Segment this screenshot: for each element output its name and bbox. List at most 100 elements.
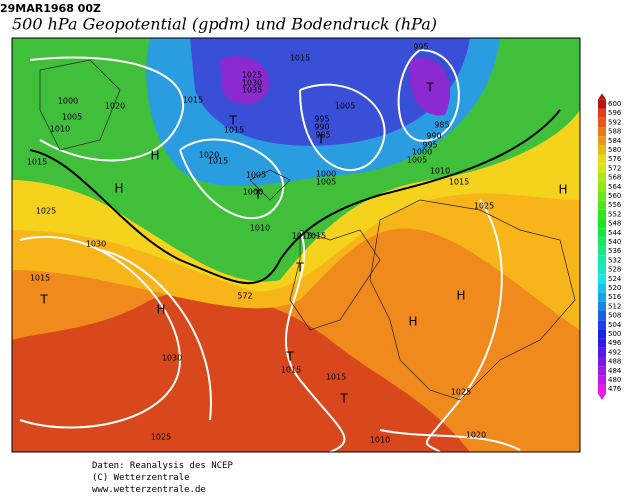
isobar-label: 990	[314, 123, 329, 132]
colorbar-swatch	[598, 237, 606, 247]
pressure-center: T	[295, 261, 304, 275]
pressure-center: H	[156, 303, 165, 317]
colorbar-label: 552	[608, 210, 621, 218]
colorbar-swatch	[598, 274, 606, 284]
colorbar-swatch	[598, 338, 606, 348]
colorbar-label: 548	[608, 220, 621, 228]
isobar-label: 985	[434, 121, 449, 130]
colorbar-swatch	[598, 375, 606, 385]
isobar-label: 1015	[183, 96, 203, 105]
colorbar-swatch	[598, 145, 606, 155]
isobar-label: 1010	[370, 436, 390, 445]
colorbar-label: 516	[608, 293, 622, 301]
colorbar-swatch	[598, 163, 606, 173]
colorbar-label: 536	[608, 247, 622, 255]
colorbar-swatch	[598, 127, 606, 137]
colorbar-swatch	[598, 136, 606, 146]
isobar-label: 1010	[250, 224, 270, 233]
colorbar-label: 528	[608, 266, 621, 274]
colorbar-label: 484	[608, 367, 622, 375]
colorbar-cap	[598, 93, 606, 100]
isobar-label: 1015	[27, 158, 47, 167]
isobar-label: 1015	[292, 232, 312, 241]
isobar-label: 1030	[162, 354, 182, 363]
colorbar-swatch	[598, 108, 606, 118]
colorbar-label: 560	[608, 192, 621, 200]
isobar-label: 995	[422, 141, 437, 150]
colorbar-label: 588	[608, 128, 621, 136]
colorbar-label: 540	[608, 238, 621, 246]
colorbar-label: 508	[608, 312, 621, 320]
pressure-center: T	[285, 350, 294, 364]
isobar-label: 1000	[243, 188, 263, 197]
isobar-label: 1030	[242, 79, 262, 88]
colorbar-swatch	[598, 173, 606, 183]
isobar-label: 1020	[105, 102, 125, 111]
colorbar-swatch	[598, 219, 606, 229]
isobar-label: 1025	[151, 433, 171, 442]
colorbar-label: 524	[608, 275, 622, 283]
colorbar-swatch	[598, 292, 606, 302]
colorbar-label: 500	[608, 330, 621, 338]
isobar-label: 1020	[466, 431, 486, 440]
colorbar-label: 520	[608, 284, 621, 292]
isobar-label: 1005	[246, 171, 266, 180]
colorbar-swatch	[598, 182, 606, 192]
colorbar-label: 592	[608, 118, 621, 126]
isobar-label: 1025	[36, 207, 56, 216]
pressure-center: T	[425, 81, 434, 95]
isobar-label: 1025	[451, 388, 471, 397]
colorbar-label: 480	[608, 376, 621, 384]
isobar-label: 1015	[224, 126, 244, 135]
isobar-label: 1005	[62, 113, 82, 122]
colorbar-label: 564	[608, 183, 622, 191]
isobar-label: 1015	[449, 178, 469, 187]
isobar-label: 1005	[316, 178, 336, 187]
isobar-label: 1025	[242, 71, 262, 80]
isobar-label: 1015	[208, 157, 228, 166]
pressure-center: H	[408, 315, 417, 329]
footer-url: www.wetterzentrale.de	[92, 485, 206, 495]
colorbar-swatch	[598, 246, 606, 256]
colorbar-swatch	[598, 384, 606, 394]
isobar-label: 1005	[335, 102, 355, 111]
title: 500 hPa Geopotential (gpdm) und Bodendru…	[12, 15, 437, 34]
colorbar-swatch	[598, 228, 606, 238]
colorbar-label: 496	[608, 339, 622, 347]
isobar-label: 1015	[30, 274, 50, 283]
pressure-center: T	[316, 133, 325, 147]
isobar-label: 1000	[412, 148, 432, 157]
colorbar-label: 556	[608, 201, 622, 209]
isobar-label: 1015	[306, 232, 326, 241]
footer-copyright: (C) Wetterzentrale	[92, 473, 190, 483]
isobar-label: 1005	[407, 156, 427, 165]
isobar-label: 1015	[290, 54, 310, 63]
colorbar-swatch	[598, 191, 606, 201]
colorbar-label: 532	[608, 256, 621, 264]
pressure-center: T	[228, 114, 237, 128]
isobar-label: 1015	[326, 373, 346, 382]
isobar-label: 990	[426, 132, 441, 141]
colorbar-label: 568	[608, 174, 621, 182]
colorbar-label: 476	[608, 385, 622, 393]
colorbar-label: 596	[608, 109, 622, 117]
colorbar-label: 600	[608, 100, 621, 108]
colorbar-swatch	[598, 357, 606, 367]
colorbar-swatch	[598, 320, 606, 330]
footer-source: Daten: Reanalysis des NCEP	[92, 461, 233, 471]
colorbar-swatch	[598, 311, 606, 321]
isobar-label: 995	[314, 115, 329, 124]
colorbar-swatch	[598, 209, 606, 219]
isobar-label: 1015	[281, 366, 301, 375]
colorbar-swatch	[598, 366, 606, 376]
isobar-label: 1035	[242, 86, 262, 95]
date: 29MAR1968 00Z	[0, 2, 101, 15]
pressure-center: H	[114, 182, 123, 196]
colorbar-swatch	[598, 255, 606, 265]
colorbar-label: 584	[608, 137, 622, 145]
colorbar-cap	[598, 393, 606, 400]
colorbar-swatch	[598, 283, 606, 293]
isobar-label: 1030	[86, 240, 106, 249]
isobar-label: 1020	[199, 151, 219, 160]
